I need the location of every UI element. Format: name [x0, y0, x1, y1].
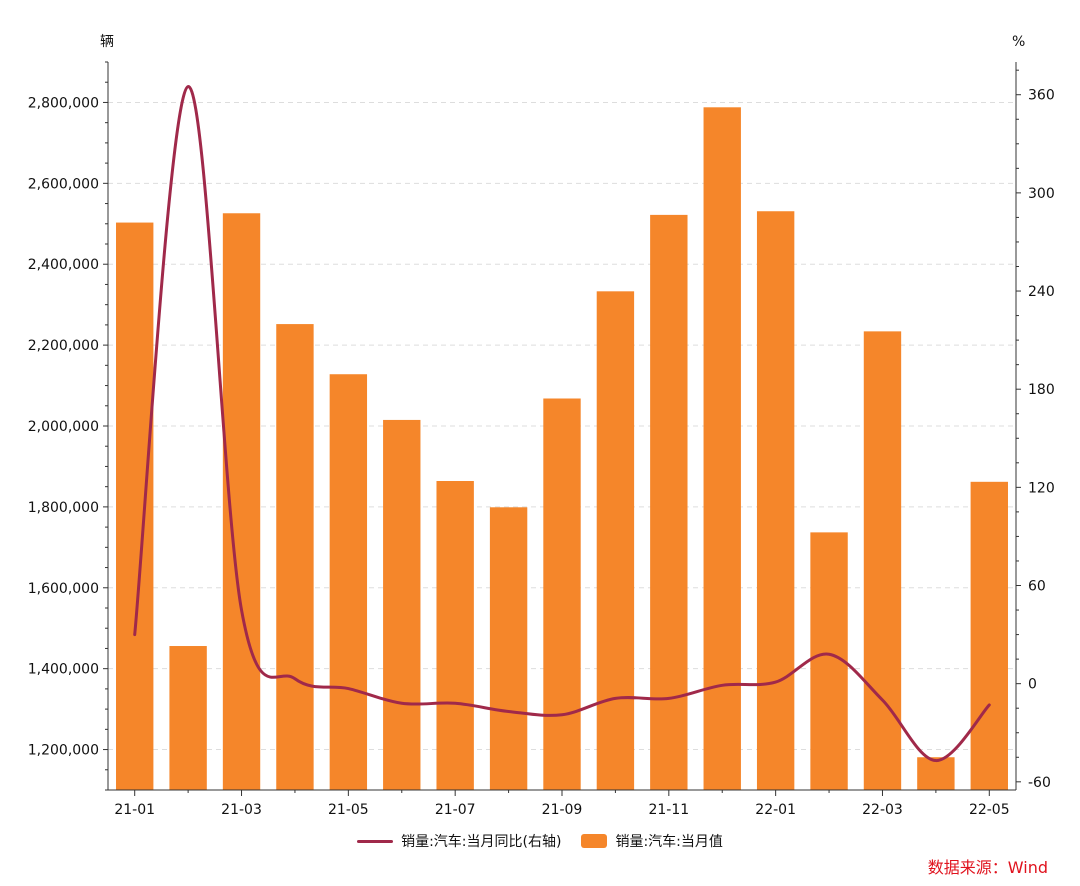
- legend-line-label: 销量:汽车:当月同比(右轴): [401, 834, 562, 850]
- bar: [756, 211, 795, 791]
- x-tick-label: 21-03: [221, 802, 262, 818]
- left-tick-label: 2,800,000: [28, 95, 99, 111]
- right-tick-label: 360: [1028, 88, 1055, 104]
- data-source-note: 数据来源：Wind: [927, 858, 1048, 877]
- right-tick-label: 300: [1028, 186, 1055, 202]
- yoy-line: [133, 85, 991, 763]
- x-tick-label: 21-09: [542, 802, 583, 818]
- legend-line-swatch: [357, 839, 394, 843]
- combo-chart: 1,200,000 1,400,000 1,600,000 1,800,000 2,00…: [28, 34, 1055, 818]
- x-tick-label: 22-03: [862, 802, 903, 818]
- left-tick-label: 1,400,000: [28, 662, 99, 678]
- bar: [543, 398, 581, 790]
- bar: [329, 374, 368, 790]
- bar: [489, 507, 528, 790]
- line-series: [133, 85, 991, 763]
- bar: [863, 331, 902, 790]
- bar: [970, 481, 1008, 790]
- right-tick-label: 120: [1028, 480, 1055, 496]
- bar: [703, 107, 741, 790]
- x-tick-label: 22-05: [969, 802, 1010, 818]
- legend-item-bar[interactable]: 销量:汽车:当月值: [581, 831, 723, 851]
- left-tick-label: 1,200,000: [28, 743, 99, 759]
- bar: [917, 757, 955, 790]
- bar: [650, 214, 688, 790]
- right-tick-label: -60: [1028, 775, 1051, 791]
- left-tick-label: 2,400,000: [28, 257, 99, 273]
- x-tick-label: 21-05: [328, 802, 369, 818]
- x-tick-label: 21-07: [435, 802, 476, 818]
- x-tick-label: 21-11: [648, 802, 689, 818]
- left-tick-label: 2,600,000: [28, 176, 99, 192]
- x-tick-label: 22-01: [755, 802, 796, 818]
- bar: [169, 646, 207, 790]
- bar: [436, 481, 474, 790]
- bar: [596, 291, 635, 790]
- legend: 销量:汽车:当月同比(右轴) 销量:汽车:当月值: [0, 826, 1080, 856]
- legend-bar-label: 销量:汽车:当月值: [615, 834, 723, 850]
- x-tick-label: 21-01: [114, 802, 155, 818]
- legend-item-line[interactable]: 销量:汽车:当月同比(右轴): [357, 831, 561, 851]
- right-axis-unit: %: [1012, 34, 1025, 50]
- left-tick-label: 2,000,000: [28, 419, 99, 435]
- left-tick-label: 1,800,000: [28, 500, 99, 516]
- bar: [116, 222, 154, 790]
- right-tick-label: 240: [1028, 284, 1055, 300]
- left-tick-label: 1,600,000: [28, 581, 99, 597]
- left-axis-unit: 辆: [100, 34, 114, 50]
- right-tick-label: 180: [1028, 382, 1055, 398]
- bar-series: [116, 107, 1008, 791]
- right-tick-label: 60: [1028, 579, 1046, 595]
- bar: [276, 324, 314, 790]
- legend-bar-swatch: [581, 834, 608, 848]
- right-tick-label: 0: [1028, 677, 1037, 693]
- bar: [383, 419, 421, 790]
- left-tick-label: 2,200,000: [28, 338, 99, 354]
- axes: 1,200,000 1,400,000 1,600,000 1,800,000 2,00…: [28, 61, 1055, 818]
